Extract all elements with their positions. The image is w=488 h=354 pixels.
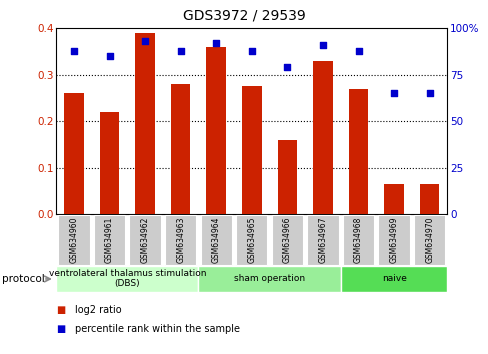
Text: percentile rank within the sample: percentile rank within the sample xyxy=(75,324,239,334)
Bar xyxy=(165,215,196,265)
Text: GSM634970: GSM634970 xyxy=(424,217,433,263)
Bar xyxy=(384,184,403,214)
Text: GSM634960: GSM634960 xyxy=(69,217,79,263)
Point xyxy=(247,48,255,53)
Bar xyxy=(206,47,225,214)
Bar xyxy=(100,112,119,214)
Text: GSM634964: GSM634964 xyxy=(211,217,220,263)
Bar xyxy=(236,215,267,265)
Bar xyxy=(271,215,303,265)
Text: ventrolateral thalamus stimulation
(DBS): ventrolateral thalamus stimulation (DBS) xyxy=(48,269,205,289)
Text: GSM634961: GSM634961 xyxy=(105,217,114,263)
Text: GSM634963: GSM634963 xyxy=(176,217,185,263)
Point xyxy=(283,64,291,70)
Bar xyxy=(340,266,447,292)
Bar xyxy=(312,61,332,214)
Text: protocol: protocol xyxy=(2,274,45,284)
Bar xyxy=(413,215,445,265)
Text: sham operation: sham operation xyxy=(234,274,305,283)
Bar xyxy=(56,266,198,292)
Point xyxy=(70,48,78,53)
Bar xyxy=(198,266,340,292)
Text: ■: ■ xyxy=(56,305,65,315)
Text: GDS3972 / 29539: GDS3972 / 29539 xyxy=(183,9,305,23)
Bar xyxy=(378,215,409,265)
Text: GSM634969: GSM634969 xyxy=(389,217,398,263)
Point xyxy=(177,48,184,53)
Bar xyxy=(58,215,89,265)
Point xyxy=(212,40,220,46)
Point xyxy=(354,48,362,53)
Text: GSM634965: GSM634965 xyxy=(247,217,256,263)
Text: GSM634967: GSM634967 xyxy=(318,217,327,263)
Point xyxy=(141,39,149,44)
Bar xyxy=(64,93,83,214)
Text: GSM634966: GSM634966 xyxy=(283,217,291,263)
Bar xyxy=(135,33,155,214)
Bar xyxy=(171,84,190,214)
Bar xyxy=(277,140,297,214)
Bar xyxy=(348,89,367,214)
Text: log2 ratio: log2 ratio xyxy=(75,305,121,315)
Point xyxy=(389,91,397,96)
Bar xyxy=(94,215,125,265)
Bar xyxy=(342,215,373,265)
Text: naive: naive xyxy=(381,274,406,283)
Text: ■: ■ xyxy=(56,324,65,334)
Bar xyxy=(200,215,231,265)
Bar xyxy=(419,184,439,214)
Point xyxy=(105,53,113,59)
Bar xyxy=(129,215,161,265)
Bar xyxy=(306,215,338,265)
Text: GSM634968: GSM634968 xyxy=(353,217,362,263)
Point xyxy=(318,42,326,48)
Bar xyxy=(242,86,261,214)
Text: GSM634962: GSM634962 xyxy=(141,217,149,263)
Point xyxy=(425,91,433,96)
